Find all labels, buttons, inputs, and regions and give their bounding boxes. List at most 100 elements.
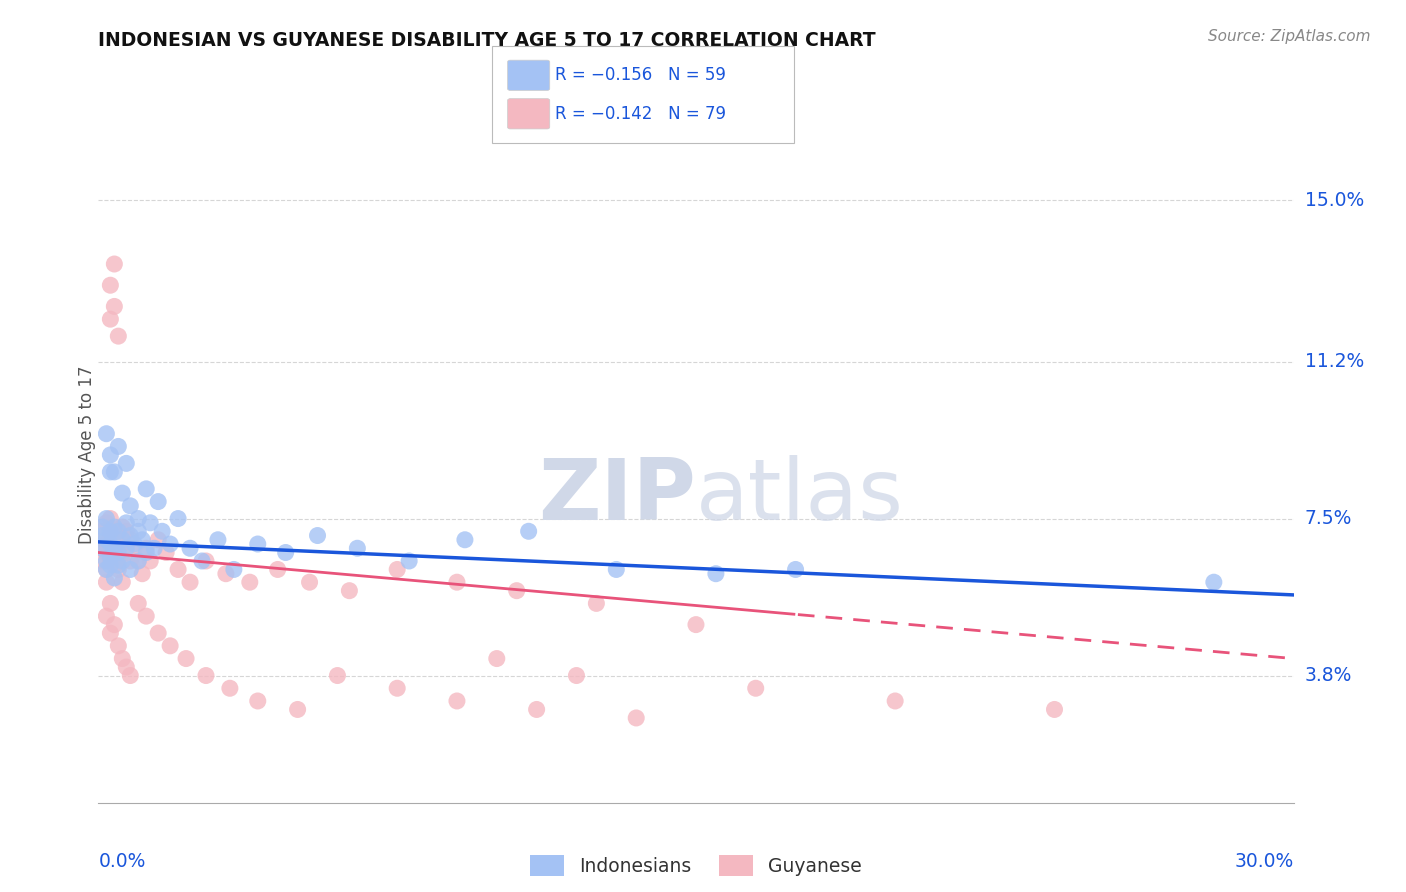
Text: INDONESIAN VS GUYANESE DISABILITY AGE 5 TO 17 CORRELATION CHART: INDONESIAN VS GUYANESE DISABILITY AGE 5 … (98, 31, 876, 50)
Point (98, 558, 122, 573)
Point (298, 575, 321, 590)
Point (148, 626, 170, 640)
Text: R = −0.142   N = 79: R = −0.142 N = 79 (555, 104, 727, 123)
Text: R = −0.156   N = 59: R = −0.156 N = 59 (555, 66, 727, 85)
Point (103, 300, 125, 314)
Point (91, 541, 114, 556)
Point (98, 278, 122, 293)
Point (107, 545, 129, 559)
Legend: Indonesians, Guyanese: Indonesians, Guyanese (523, 847, 869, 884)
Point (98, 511, 122, 525)
Point (565, 668, 588, 682)
Point (191, 554, 214, 568)
Point (115, 541, 138, 556)
Point (111, 533, 134, 547)
Point (111, 554, 134, 568)
Point (517, 524, 540, 539)
Point (107, 558, 129, 573)
Point (143, 541, 166, 556)
Point (103, 571, 125, 585)
Point (103, 465, 125, 479)
Point (131, 566, 153, 581)
Point (148, 533, 170, 547)
Point (215, 566, 238, 581)
Point (96, 545, 118, 559)
Point (148, 494, 170, 508)
Point (326, 668, 349, 682)
Point (111, 575, 134, 590)
Point (127, 524, 149, 539)
Point (1202, 575, 1225, 590)
Point (1043, 702, 1066, 716)
Point (115, 545, 138, 559)
Point (155, 545, 177, 559)
Point (120, 499, 142, 513)
Point (91, 520, 114, 534)
Point (120, 668, 142, 682)
Point (111, 520, 134, 534)
Point (98, 448, 122, 462)
Point (103, 617, 125, 632)
Point (120, 533, 142, 547)
Text: 11.2%: 11.2% (1305, 352, 1364, 371)
Point (179, 541, 201, 556)
Point (91, 554, 114, 568)
Point (103, 541, 125, 556)
Point (107, 524, 129, 539)
Point (107, 639, 129, 653)
Point (98, 596, 122, 610)
Point (287, 702, 309, 716)
Point (115, 660, 138, 674)
Text: Source: ZipAtlas.com: Source: ZipAtlas.com (1208, 29, 1371, 44)
Point (103, 533, 125, 547)
Point (159, 639, 181, 653)
Point (98, 524, 122, 539)
Point (385, 681, 409, 696)
Point (111, 486, 134, 500)
Text: atlas: atlas (696, 455, 904, 538)
Point (115, 516, 138, 530)
Point (167, 511, 190, 525)
Point (745, 681, 768, 696)
Text: 0.0%: 0.0% (98, 852, 146, 871)
Point (685, 617, 707, 632)
Point (704, 566, 727, 581)
Point (506, 583, 529, 598)
Y-axis label: Disability Age 5 to 17: Disability Age 5 to 17 (79, 366, 96, 544)
Point (159, 537, 181, 551)
Point (267, 562, 290, 576)
Point (96, 426, 118, 441)
Point (179, 575, 201, 590)
Point (219, 681, 242, 696)
Point (91, 541, 114, 556)
Point (139, 516, 162, 530)
Point (96, 562, 118, 576)
Point (96, 554, 118, 568)
Point (124, 541, 146, 556)
Point (139, 554, 162, 568)
Point (385, 562, 409, 576)
Point (339, 583, 360, 598)
Point (526, 702, 548, 716)
Text: 7.5%: 7.5% (1305, 509, 1353, 528)
Point (124, 537, 146, 551)
Point (111, 651, 134, 665)
Point (98, 626, 122, 640)
Point (96, 537, 118, 551)
Point (98, 528, 122, 542)
Point (785, 562, 807, 576)
Point (605, 562, 627, 576)
Point (107, 562, 129, 576)
Text: 3.8%: 3.8% (1305, 666, 1353, 685)
Point (167, 562, 190, 576)
Point (246, 694, 269, 708)
Point (115, 524, 138, 539)
Point (107, 524, 129, 539)
Point (98, 465, 122, 479)
Point (115, 457, 138, 471)
Point (150, 524, 173, 539)
Point (485, 651, 508, 665)
Point (135, 541, 157, 556)
Point (96, 562, 118, 576)
Point (127, 596, 149, 610)
